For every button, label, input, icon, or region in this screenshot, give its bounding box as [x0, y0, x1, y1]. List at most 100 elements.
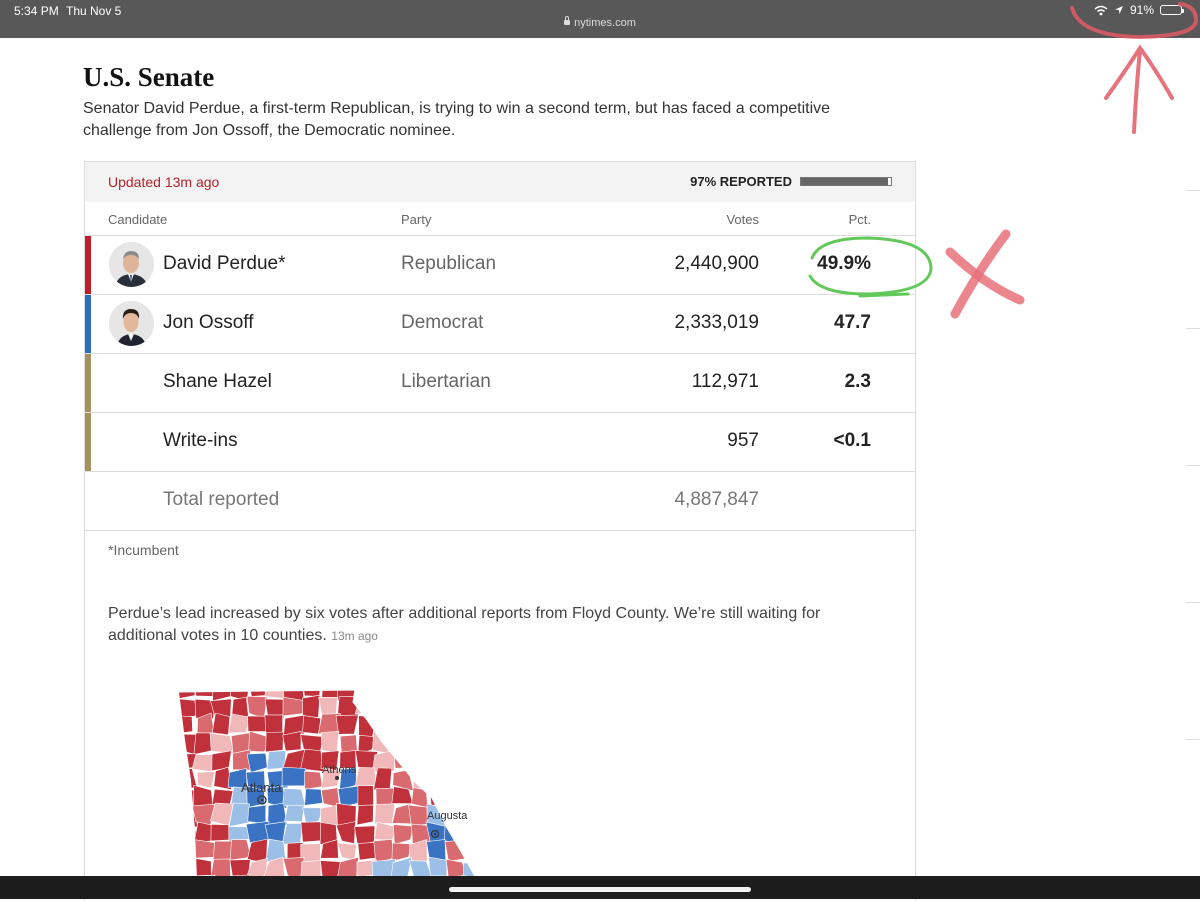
county-shape[interactable] — [283, 714, 305, 737]
county-shape[interactable] — [302, 694, 321, 718]
county-shape[interactable] — [445, 680, 466, 701]
county-shape[interactable] — [373, 714, 396, 737]
county-shape[interactable] — [264, 680, 287, 700]
county-shape[interactable] — [284, 804, 305, 822]
county-shape[interactable] — [228, 713, 251, 734]
county-shape[interactable] — [177, 733, 197, 756]
county-shape[interactable] — [483, 805, 497, 824]
county-shape[interactable] — [231, 732, 252, 754]
county-shape[interactable] — [461, 769, 481, 789]
county-shape[interactable] — [246, 695, 268, 720]
county-shape[interactable] — [304, 788, 324, 806]
county-shape[interactable] — [443, 823, 468, 845]
county-shape[interactable] — [463, 786, 484, 808]
county-shape[interactable] — [177, 715, 193, 734]
address-bar[interactable]: nytimes.com — [0, 16, 1200, 29]
county-shape[interactable] — [389, 680, 414, 699]
county-shape[interactable] — [462, 680, 485, 697]
county-shape[interactable] — [335, 714, 359, 735]
county-shape[interactable] — [447, 752, 464, 769]
county-shape[interactable] — [209, 732, 235, 754]
county-shape[interactable] — [465, 839, 484, 863]
county-shape[interactable] — [392, 714, 413, 734]
county-shape[interactable] — [393, 695, 413, 720]
county-shape[interactable] — [192, 839, 216, 859]
county-shape[interactable] — [374, 821, 396, 841]
county-shape[interactable] — [446, 767, 468, 790]
county-shape[interactable] — [196, 771, 216, 789]
county-shape[interactable] — [481, 844, 497, 861]
county-shape[interactable] — [356, 804, 374, 826]
county-shape[interactable] — [178, 838, 196, 861]
county-shape[interactable] — [177, 785, 196, 805]
county-shape[interactable] — [355, 680, 379, 699]
county-shape[interactable] — [427, 695, 450, 718]
county-shape[interactable] — [408, 750, 433, 771]
county-shape[interactable] — [228, 802, 250, 827]
county-shape[interactable] — [481, 696, 497, 717]
county-shape[interactable] — [354, 825, 376, 846]
county-shape[interactable] — [425, 716, 447, 736]
county-shape[interactable] — [281, 766, 306, 787]
county-shape[interactable] — [266, 750, 287, 770]
county-shape[interactable] — [390, 856, 413, 880]
county-shape[interactable] — [443, 712, 465, 738]
county-shape[interactable] — [302, 807, 324, 824]
county-shape[interactable] — [357, 735, 377, 756]
georgia-county-map[interactable]: Atlanta Athens Augusta — [177, 680, 497, 880]
county-shape[interactable] — [357, 785, 374, 810]
county-shape[interactable] — [373, 839, 395, 864]
county-shape[interactable] — [304, 770, 323, 790]
county-shape[interactable] — [426, 680, 446, 700]
county-shape[interactable] — [391, 842, 413, 862]
county-shape[interactable] — [408, 731, 431, 754]
county-shape[interactable] — [429, 785, 450, 806]
county-shape[interactable] — [282, 696, 304, 717]
county-shape[interactable] — [179, 698, 197, 719]
county-shape[interactable] — [247, 804, 267, 825]
county-shape[interactable] — [484, 767, 497, 786]
county-shape[interactable] — [245, 770, 266, 792]
county-shape[interactable] — [177, 821, 198, 846]
county-shape[interactable] — [393, 824, 414, 845]
county-shape[interactable] — [409, 839, 428, 863]
county-shape[interactable] — [408, 804, 429, 827]
county-shape[interactable] — [282, 788, 306, 807]
county-shape[interactable] — [480, 680, 497, 700]
county-shape[interactable] — [482, 750, 497, 770]
county-shape[interactable] — [213, 766, 232, 790]
county-shape[interactable] — [390, 731, 414, 754]
county-shape[interactable] — [320, 839, 339, 859]
county-shape[interactable] — [481, 732, 497, 755]
county-shape[interactable] — [411, 787, 429, 808]
county-shape[interactable] — [444, 731, 466, 756]
county-shape[interactable] — [480, 786, 497, 804]
county-shape[interactable] — [372, 731, 396, 755]
county-shape[interactable] — [320, 731, 340, 754]
county-shape[interactable] — [443, 784, 469, 807]
county-shape[interactable] — [177, 680, 196, 699]
county-shape[interactable] — [302, 680, 322, 697]
county-shape[interactable] — [427, 771, 449, 791]
county-shape[interactable] — [462, 731, 485, 756]
county-shape[interactable] — [354, 696, 379, 715]
county-shape[interactable] — [321, 767, 341, 789]
county-shape[interactable] — [264, 698, 285, 719]
county-shape[interactable] — [335, 821, 356, 845]
county-shape[interactable] — [372, 680, 396, 700]
county-shape[interactable] — [410, 697, 432, 718]
county-shape[interactable] — [300, 821, 323, 843]
county-shape[interactable] — [193, 680, 215, 697]
county-shape[interactable] — [428, 856, 448, 877]
home-indicator[interactable] — [449, 887, 751, 892]
county-shape[interactable] — [229, 874, 250, 880]
county-shape[interactable] — [302, 715, 322, 735]
county-shape[interactable] — [211, 750, 232, 772]
county-shape[interactable] — [374, 803, 396, 824]
county-shape[interactable] — [375, 696, 393, 718]
county-shape[interactable] — [266, 785, 288, 810]
county-shape[interactable] — [484, 715, 497, 735]
county-shape[interactable] — [210, 823, 231, 842]
county-shape[interactable] — [464, 714, 483, 732]
county-shape[interactable] — [248, 730, 270, 753]
